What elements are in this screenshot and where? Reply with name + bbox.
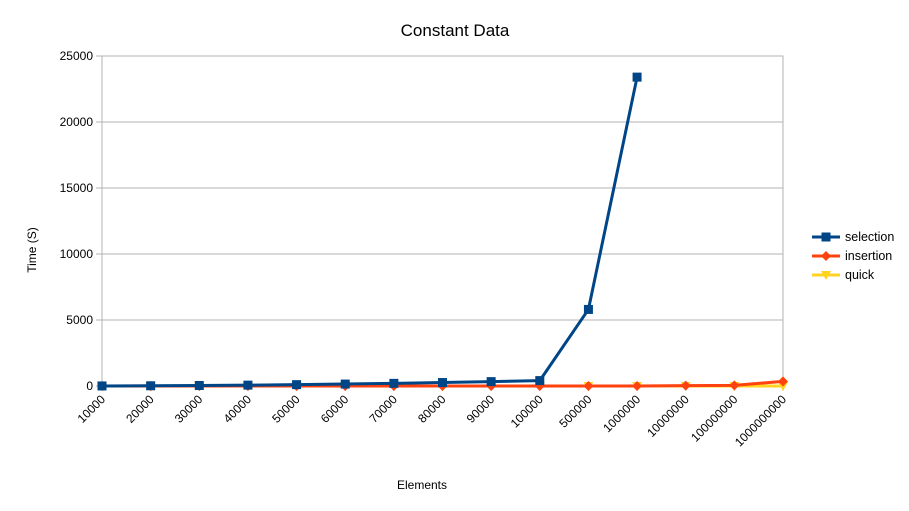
y-tick-label: 0	[86, 379, 93, 393]
data-point-selection	[243, 380, 253, 390]
data-point-insertion	[729, 380, 740, 391]
x-tick-label: 70000	[366, 392, 400, 426]
x-tick-label: 90000	[464, 392, 498, 426]
x-tick-label: 10000	[75, 392, 109, 426]
x-tick-label: 60000	[318, 392, 352, 426]
y-tick-label: 5000	[66, 313, 93, 327]
legend-label-selection: selection	[845, 230, 894, 244]
legend: selection insertion quick	[812, 230, 894, 282]
grid-lines	[102, 55, 783, 387]
y-tick-label: 10000	[60, 247, 94, 261]
data-point-selection	[632, 72, 642, 82]
data-point-insertion	[632, 381, 643, 391]
legend-item-insertion: insertion	[812, 249, 892, 263]
x-tick-label: 10000000	[644, 392, 692, 440]
data-point-selection	[486, 377, 496, 387]
y-axis-ticks: 0 5000 10000 15000 20000 25000	[60, 49, 102, 393]
x-tick-label: 50000	[269, 392, 303, 426]
x-tick-label: 1000000	[600, 392, 643, 435]
series-group	[97, 72, 788, 391]
legend-label-insertion: insertion	[845, 249, 892, 263]
x-tick-label: 30000	[172, 392, 206, 426]
legend-marker-selection	[821, 232, 831, 242]
data-point-quick	[778, 382, 788, 391]
data-point-selection	[535, 376, 545, 386]
legend-marker-insertion	[821, 251, 831, 261]
x-tick-label: 80000	[415, 392, 449, 426]
legend-marker-quick	[821, 271, 831, 280]
data-point-selection	[438, 378, 447, 388]
data-point-insertion	[680, 380, 691, 391]
data-point-selection	[146, 381, 156, 391]
y-tick-label: 25000	[60, 49, 94, 63]
data-point-selection	[97, 381, 107, 391]
x-axis-ticks: 10000 20000 30000 40000 50000 60000 70000 80000…	[75, 386, 789, 449]
data-point-selection	[194, 381, 204, 391]
data-point-selection	[292, 380, 302, 390]
y-tick-label: 15000	[60, 181, 94, 195]
x-tick-label: 20000	[123, 392, 157, 426]
data-point-insertion	[778, 376, 788, 387]
x-tick-label: 100000	[508, 392, 546, 430]
y-axis-label: Time (S)	[25, 227, 39, 273]
legend-item-selection: selection	[812, 230, 894, 244]
data-point-selection	[389, 378, 399, 388]
legend-item-quick: quick	[812, 268, 875, 282]
y-tick-label: 20000	[60, 115, 94, 129]
x-axis-label: Elements	[397, 478, 447, 492]
series-selection	[97, 72, 642, 391]
data-point-selection	[583, 304, 593, 314]
x-tick-label: 500000	[556, 392, 594, 430]
x-tick-label: 40000	[221, 392, 255, 426]
data-point-insertion	[583, 381, 594, 391]
x-tick-label: 1000000000	[732, 392, 789, 449]
legend-label-quick: quick	[845, 268, 875, 282]
series-line-selection	[101, 76, 639, 388]
data-point-selection	[340, 379, 350, 389]
x-tick-label: 100000000	[688, 392, 741, 445]
chart-title: Constant Data	[401, 21, 510, 40]
plot-area	[101, 55, 784, 387]
